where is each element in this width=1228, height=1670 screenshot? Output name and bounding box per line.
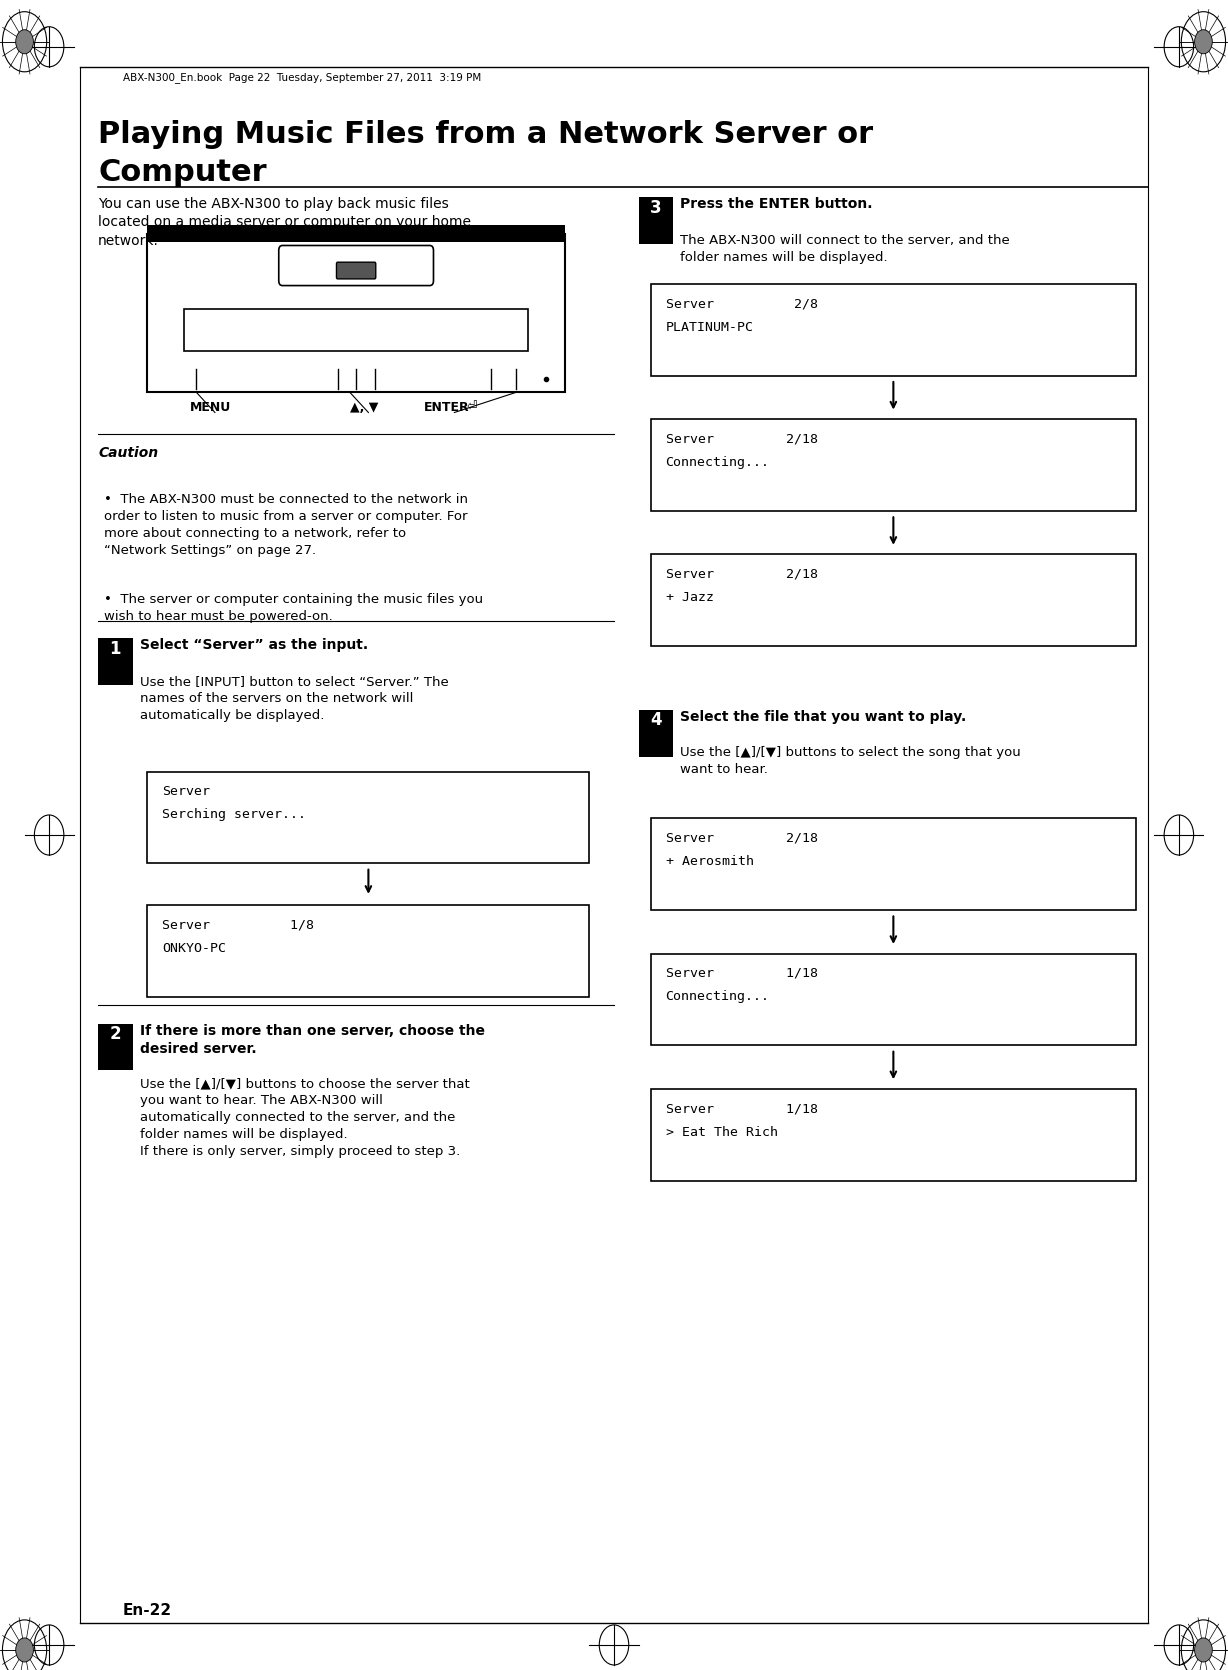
Text: En-22: En-22 xyxy=(123,1603,172,1618)
Circle shape xyxy=(1195,30,1212,53)
Text: Server         2/18: Server 2/18 xyxy=(666,568,818,581)
FancyBboxPatch shape xyxy=(651,1089,1136,1181)
Bar xyxy=(147,225,565,242)
Text: Server         2/18: Server 2/18 xyxy=(666,832,818,845)
Text: Server          1/8: Server 1/8 xyxy=(162,919,314,932)
Bar xyxy=(184,309,528,351)
Text: •  The ABX-N300 must be connected to the network in
order to listen to music fro: • The ABX-N300 must be connected to the … xyxy=(104,493,468,556)
FancyBboxPatch shape xyxy=(147,905,589,997)
Text: Use the [INPUT] button to select “Server.” The
names of the servers on the netwo: Use the [INPUT] button to select “Server… xyxy=(140,675,448,721)
Text: 3: 3 xyxy=(650,199,662,217)
Text: MENU: MENU xyxy=(190,401,232,414)
Text: Caution: Caution xyxy=(98,446,158,459)
Text: + Jazz: + Jazz xyxy=(666,591,713,605)
Circle shape xyxy=(1195,1638,1212,1662)
FancyBboxPatch shape xyxy=(651,284,1136,376)
Bar xyxy=(147,234,565,392)
Text: Use the [▲]/[▼] buttons to select the song that you
want to hear.: Use the [▲]/[▼] buttons to select the so… xyxy=(680,746,1020,777)
Text: + Aerosmith: + Aerosmith xyxy=(666,855,754,868)
Text: 4: 4 xyxy=(650,711,662,730)
Text: Select the file that you want to play.: Select the file that you want to play. xyxy=(680,710,966,723)
Text: Server         1/18: Server 1/18 xyxy=(666,967,818,980)
Text: Use the [▲]/[▼] buttons to choose the server that
you want to hear. The ABX-N300: Use the [▲]/[▼] buttons to choose the se… xyxy=(140,1077,470,1159)
Text: ⏎: ⏎ xyxy=(467,401,478,414)
Text: PLATINUM-PC: PLATINUM-PC xyxy=(666,321,754,334)
Text: 2: 2 xyxy=(109,1025,122,1044)
FancyBboxPatch shape xyxy=(639,197,673,244)
Text: Server         2/18: Server 2/18 xyxy=(666,433,818,446)
Text: Press the ENTER button.: Press the ENTER button. xyxy=(680,197,873,210)
Circle shape xyxy=(16,30,33,53)
Text: Server: Server xyxy=(162,785,210,798)
Text: You can use the ABX-N300 to play back music files
located on a media server or c: You can use the ABX-N300 to play back mu… xyxy=(98,197,472,247)
Text: Server          2/8: Server 2/8 xyxy=(666,297,818,311)
FancyBboxPatch shape xyxy=(651,954,1136,1045)
Text: Select “Server” as the input.: Select “Server” as the input. xyxy=(140,638,368,651)
Text: •  The server or computer containing the music files you
wish to hear must be po: • The server or computer containing the … xyxy=(104,593,484,623)
Text: Server         1/18: Server 1/18 xyxy=(666,1102,818,1116)
FancyBboxPatch shape xyxy=(98,1024,133,1070)
Circle shape xyxy=(16,1638,33,1662)
FancyBboxPatch shape xyxy=(651,419,1136,511)
Text: The ABX-N300 will connect to the server, and the
folder names will be displayed.: The ABX-N300 will connect to the server,… xyxy=(680,234,1011,264)
FancyBboxPatch shape xyxy=(279,245,433,286)
Text: ONKYO-PC: ONKYO-PC xyxy=(162,942,226,955)
FancyBboxPatch shape xyxy=(98,638,133,685)
FancyBboxPatch shape xyxy=(651,554,1136,646)
Text: Playing Music Files from a Network Server or
Computer: Playing Music Files from a Network Serve… xyxy=(98,120,873,187)
Text: If there is more than one server, choose the
desired server.: If there is more than one server, choose… xyxy=(140,1024,485,1055)
Text: Serching server...: Serching server... xyxy=(162,808,306,822)
FancyBboxPatch shape xyxy=(651,818,1136,910)
FancyBboxPatch shape xyxy=(147,772,589,863)
Text: ENTER: ENTER xyxy=(424,401,469,414)
FancyBboxPatch shape xyxy=(336,262,376,279)
Text: Connecting...: Connecting... xyxy=(666,456,770,469)
Text: 1: 1 xyxy=(109,640,122,658)
FancyBboxPatch shape xyxy=(639,710,673,757)
Text: ▲, ▼: ▲, ▼ xyxy=(350,401,378,414)
Text: Connecting...: Connecting... xyxy=(666,990,770,1004)
Text: > Eat The Rich: > Eat The Rich xyxy=(666,1126,777,1139)
Text: ABX-N300_En.book  Page 22  Tuesday, September 27, 2011  3:19 PM: ABX-N300_En.book Page 22 Tuesday, Septem… xyxy=(123,72,481,84)
